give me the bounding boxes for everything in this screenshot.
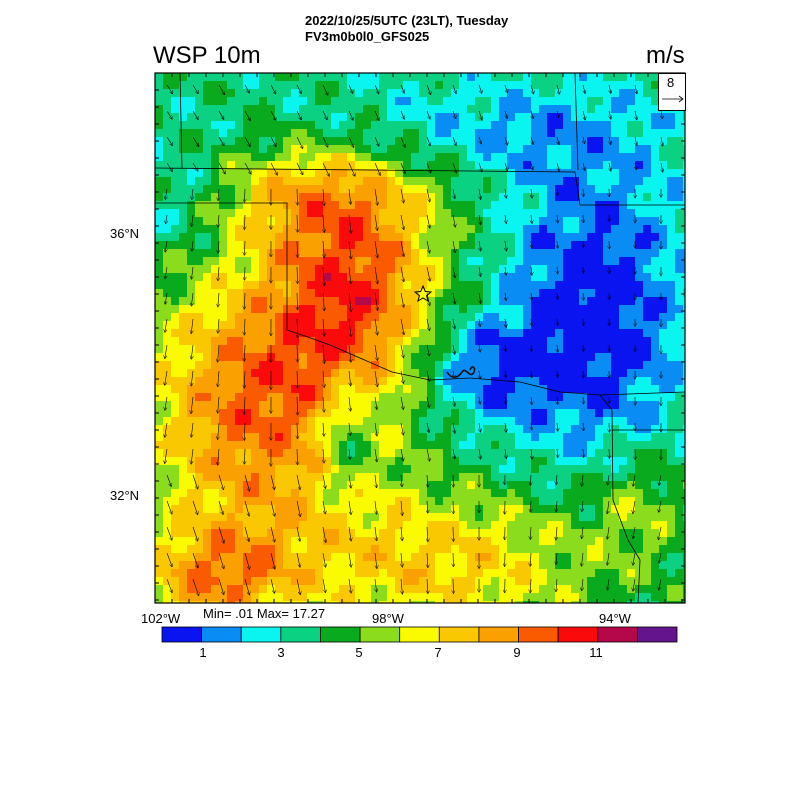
colorbar-swatch [201, 626, 242, 643]
colorbar-swatch [438, 626, 480, 643]
model-name: FV3m0b0l0_GFS025 [305, 29, 430, 44]
colorbar-swatch [399, 626, 440, 643]
colorbar-label: 1 [199, 645, 207, 660]
lon-label-98w: 98°W [372, 611, 404, 626]
colorbar-swatch [557, 626, 599, 643]
colorbar-label: 3 [277, 645, 285, 660]
reference-vector-label: 8 [667, 75, 675, 90]
colorbar-swatch [280, 626, 321, 643]
reference-arrow-icon [662, 95, 684, 103]
colorbar-label: 9 [513, 645, 521, 660]
colorbar-label: 7 [434, 645, 442, 660]
river-line [446, 366, 476, 379]
map-field [155, 73, 685, 603]
colorbar-swatch [359, 626, 401, 643]
colorbar-label: 11 [589, 645, 603, 660]
colorbar-swatch [518, 626, 559, 643]
colorbar-swatch [597, 626, 638, 643]
lon-label-102w: 102°W [141, 611, 181, 626]
colorbar [161, 626, 678, 643]
star-icon [413, 284, 433, 303]
colorbar-swatch [320, 626, 361, 643]
lon-label-94w: 94°W [599, 611, 631, 626]
colorbar-label: 5 [355, 645, 363, 660]
lat-label-36n: 36°N [110, 226, 140, 241]
colorbar-swatch [478, 626, 519, 643]
lat-label-32n: 32°N [110, 488, 140, 503]
min-max-stats: Min= .01 Max= 17.27 [203, 606, 326, 621]
reference-vector-box: 8 [658, 73, 686, 111]
colorbar-swatch [240, 626, 282, 643]
units-label: m/s [646, 42, 685, 69]
colorbar-swatch [636, 626, 678, 643]
colorbar-swatch [161, 626, 203, 643]
state-borders [154, 72, 686, 604]
variable-label: WSP 10m [153, 42, 261, 69]
forecast-time: 2022/10/25/5UTC (23LT), Tuesday [305, 13, 509, 28]
map-frame [154, 72, 686, 604]
